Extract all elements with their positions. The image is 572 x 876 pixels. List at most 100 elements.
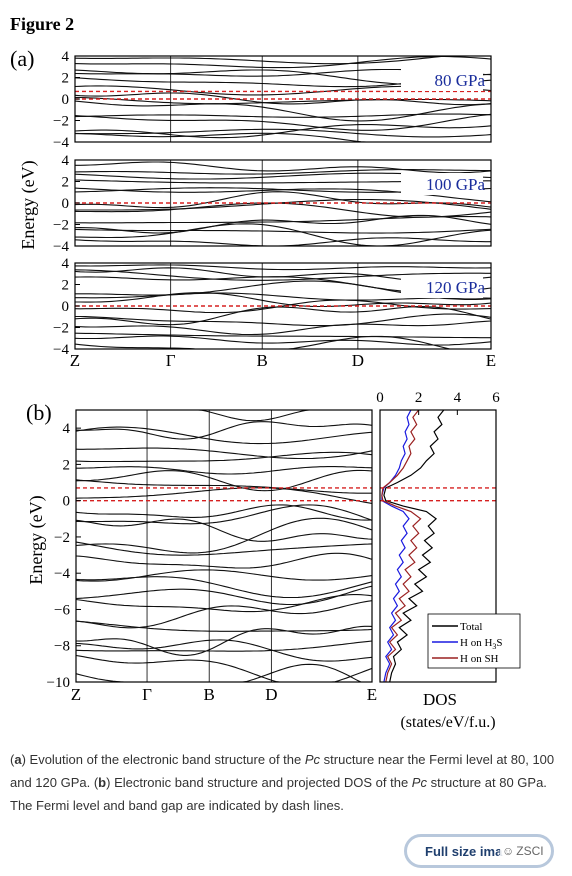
band-line	[74, 214, 492, 234]
caption-text: ) Evolution of the electronic band struc…	[21, 752, 305, 767]
x-tick-label: Z	[71, 685, 81, 704]
y-tick-label: −10	[47, 675, 70, 691]
x-tick-label: B	[257, 351, 268, 370]
dos-x-tick-label: 2	[415, 390, 423, 406]
band-line	[75, 620, 373, 632]
panel-a-1-bands	[74, 161, 492, 247]
band-line	[74, 124, 492, 139]
y-tick-label: −4	[53, 135, 69, 151]
figure-graphic: (a) −4 −2 0 2 4 80 GPa −4 −2 0 2 4 100 GPa −4 −2 0 2 4 120…	[10, 46, 521, 731]
figure-caption: (a) Evolution of the electronic band str…	[10, 748, 562, 817]
band-line	[74, 55, 491, 65]
y-tick-label: −2	[53, 321, 69, 337]
y-axis-label: Energy (eV)	[26, 495, 47, 584]
caption-text: (	[10, 752, 15, 767]
y-tick-label: −2	[54, 530, 70, 546]
band-line	[75, 223, 492, 247]
band-line	[75, 625, 373, 656]
dos-series-h-on-sh	[381, 409, 422, 683]
dos-frame	[379, 409, 497, 683]
band-line	[74, 237, 491, 247]
band-line	[75, 451, 373, 463]
x-tick-label: D	[265, 685, 277, 704]
pressure-label-bg	[401, 276, 483, 298]
band-line	[75, 469, 373, 492]
plot-frame	[75, 409, 373, 683]
pressure-label: 80 GPa	[434, 71, 485, 90]
band-line	[74, 198, 492, 211]
dos-x-tick-label: 4	[454, 390, 462, 406]
band-line	[75, 569, 373, 582]
y-tick-label: 4	[62, 49, 70, 65]
y-tick-label: 2	[62, 278, 70, 294]
band-line	[74, 100, 492, 122]
pressure-label: 100 GPa	[426, 175, 485, 194]
band-line	[75, 504, 373, 521]
y-tick-label: 2	[62, 71, 70, 87]
band-line	[74, 269, 491, 281]
x-tick-label: D	[352, 351, 364, 370]
x-tick-label: E	[486, 351, 496, 370]
x-tick-label: Γ	[166, 351, 176, 370]
band-line	[75, 654, 373, 683]
band-line	[75, 663, 372, 683]
y-tick-label: −2	[53, 114, 69, 130]
full-size-image-button[interactable]: Full size ima	[404, 834, 554, 868]
band-line	[75, 128, 492, 138]
panel-a-2-bands	[74, 264, 492, 350]
y-tick-label: −6	[54, 602, 70, 618]
y-tick-label: 0	[63, 494, 71, 510]
panel-b-label: (b)	[26, 400, 52, 425]
dos-axis-label: DOS	[423, 690, 457, 709]
band-line	[74, 92, 492, 106]
band-line	[75, 552, 373, 569]
band-line	[75, 313, 492, 327]
caption-italic: Pc	[304, 752, 321, 767]
dos-x-tick-label: 0	[376, 390, 384, 406]
band-line	[75, 518, 373, 542]
band-line	[74, 335, 492, 346]
y-tick-label: 4	[63, 421, 71, 437]
band-line	[74, 306, 492, 326]
band-line	[74, 202, 492, 218]
y-tick-label: −4	[53, 239, 69, 255]
band-line	[74, 113, 492, 118]
band-line	[75, 264, 492, 271]
pressure-label-bg	[401, 173, 483, 195]
pressure-label: 120 GPa	[426, 278, 485, 297]
y-tick-label: 0	[62, 92, 70, 108]
y-axis-label: Energy (eV)	[18, 160, 39, 249]
x-tick-label: Z	[70, 351, 80, 370]
pressure-label-bg	[401, 69, 483, 91]
band-line	[74, 132, 491, 143]
y-tick-label: −4	[54, 566, 70, 582]
band-line	[74, 55, 492, 69]
x-tick-label: B	[204, 685, 215, 704]
band-line	[74, 299, 492, 314]
band-line	[74, 228, 492, 234]
band-line	[75, 161, 492, 174]
y-tick-label: 2	[62, 175, 70, 191]
legend-entry: H on SH	[460, 653, 499, 665]
panel-a-label: (a)	[10, 46, 34, 71]
band-line	[75, 421, 373, 440]
dos-units-label: (states/eV/f.u.)	[400, 714, 495, 731]
panel-b-bands	[75, 409, 373, 683]
dos-series-h-on-h3s	[381, 409, 412, 683]
band-line	[76, 466, 373, 475]
band-line	[75, 292, 492, 308]
watermark: ☺ ZSCI	[500, 844, 546, 858]
y-tick-label: −4	[53, 342, 69, 358]
x-tick-label: Γ	[142, 685, 152, 704]
figure-title: Figure 2	[10, 14, 75, 34]
band-line	[75, 576, 373, 599]
band-line	[74, 332, 491, 339]
band-line	[75, 541, 373, 556]
dos-legend	[427, 613, 521, 669]
band-line	[75, 504, 373, 525]
band-line	[74, 113, 492, 131]
y-tick-label: 4	[62, 256, 70, 272]
legend-entry: H on H3S	[460, 637, 503, 651]
x-tick-label: E	[367, 685, 377, 704]
y-tick-label: 2	[63, 457, 71, 473]
